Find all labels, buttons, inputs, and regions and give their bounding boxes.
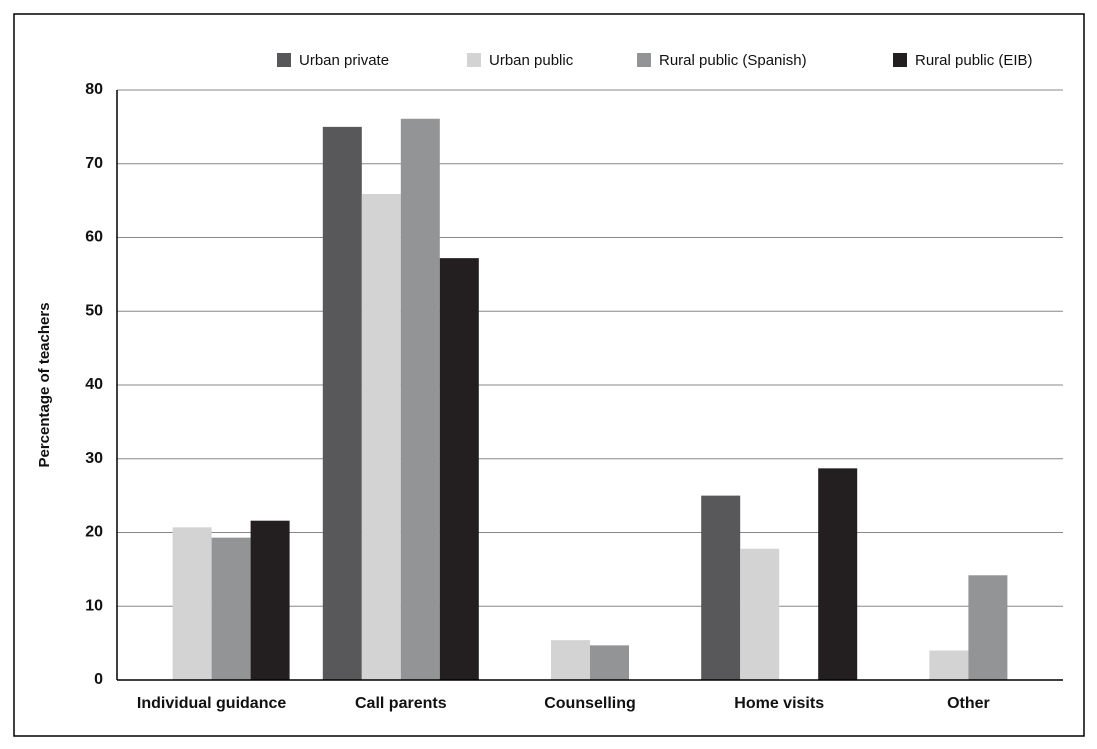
y-tick-label: 60 [85,229,103,246]
legend-label: Urban private [299,52,389,69]
legend-label: Urban public [489,52,574,69]
x-tick-label: Call parents [355,695,447,712]
x-tick-label: Counselling [544,695,636,712]
y-tick-label: 40 [85,376,103,393]
y-tick-label: 10 [85,597,103,614]
x-tick-label: Home visits [734,695,824,712]
bar [968,575,1008,680]
y-axis-label: Percentage of teachers [36,302,53,467]
bar [551,640,590,680]
bar [400,118,440,680]
y-tick-label: 50 [85,302,103,319]
bar [211,537,251,680]
legend-swatch [277,53,291,67]
bar [439,258,479,680]
bar [590,645,629,680]
x-tick-label: Other [947,695,990,712]
bar [740,548,780,680]
y-tick-label: 20 [85,524,103,541]
y-tick-label: 80 [85,81,103,98]
bar [172,527,212,680]
frame [13,13,1085,737]
legend-swatch [637,53,651,67]
bar [322,126,362,680]
bar [250,520,290,680]
x-tick-label: Individual guidance [137,695,286,712]
bar [929,650,969,680]
y-tick-label: 30 [85,450,103,467]
bar [818,468,858,680]
legend-label: Rural public (Spanish) [659,52,807,69]
legend-swatch [467,53,481,67]
y-tick-label: 0 [94,671,103,688]
legend-swatch [893,53,907,67]
bar [361,193,401,681]
y-tick-label: 70 [85,155,103,172]
bar [701,495,741,680]
legend-label: Rural public (EIB) [915,52,1033,69]
